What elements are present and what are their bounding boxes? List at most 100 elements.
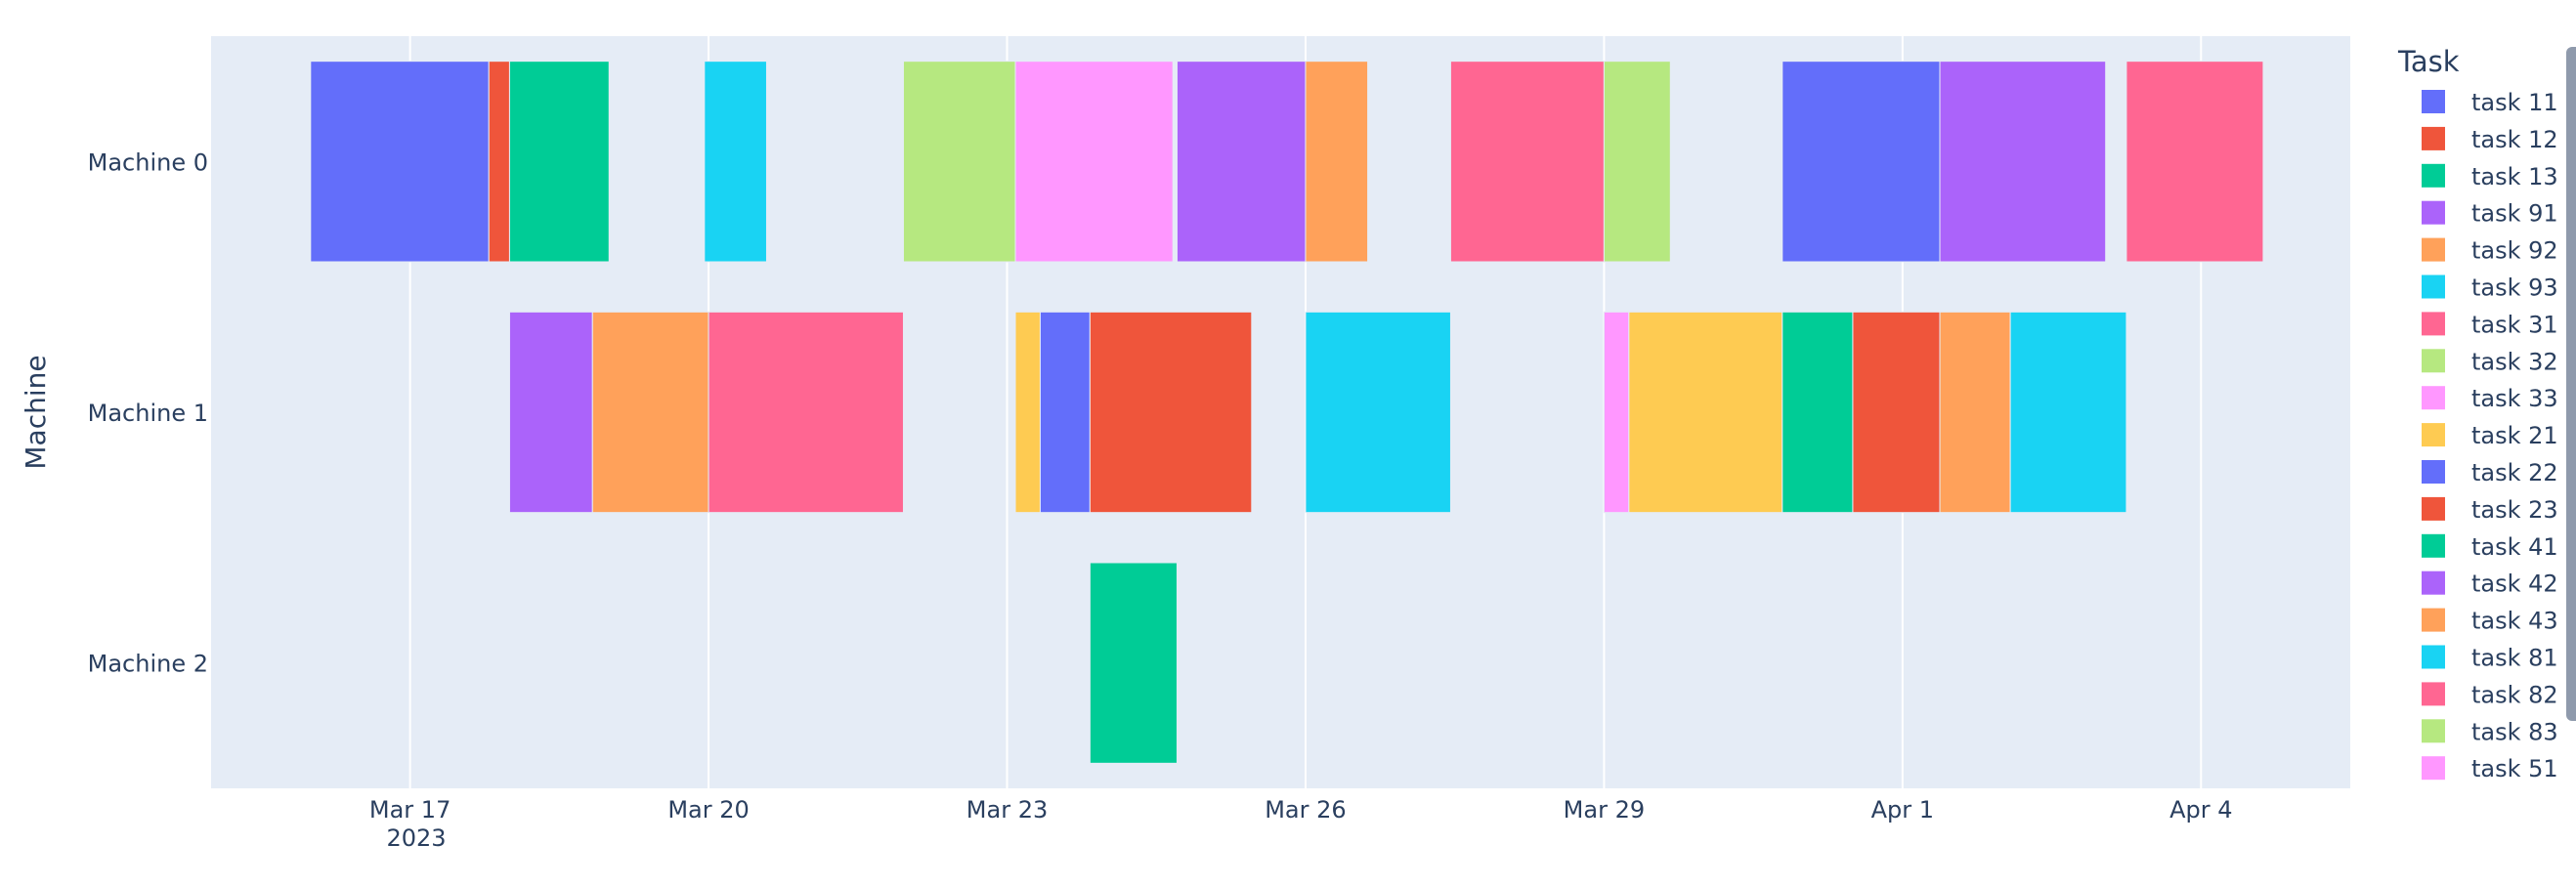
y-tick-label: Machine 1 [88,400,208,427]
bar [1939,311,2011,514]
legend-item[interactable]: task 83 [2422,718,2558,745]
x-tick-label: Mar 20 [667,796,749,824]
x-tick-labels: Mar 17 Mar 20 Mar 23 Mar 26 Mar 29 Apr 1 Apr 4 [369,796,2233,824]
legend-item[interactable]: task 21 [2422,422,2558,449]
legend-label: task 12 [2471,126,2558,153]
legend-swatch [2422,126,2445,150]
legend-label: task 41 [2471,533,2558,561]
bar [2125,61,2264,263]
legend-swatch [2422,533,2445,558]
legend-label: task 91 [2471,200,2558,228]
bar [488,61,510,263]
legend-item[interactable]: task 91 [2422,200,2558,228]
legend-label: task 31 [2471,311,2558,338]
legend-label: task 21 [2471,422,2558,449]
legend-title: Task [2397,45,2460,78]
legend[interactable]: task 11 task 12 task 13 task 91 task 92 task … [2422,89,2558,782]
legend-item[interactable]: task 93 [2422,275,2558,302]
legend-item[interactable]: task 82 [2422,681,2558,708]
bar [1782,61,1941,263]
legend-label: task 82 [2471,681,2558,708]
legend-swatch [2422,460,2445,484]
y-tick-label: Machine 0 [88,148,208,176]
legend-swatch [2422,163,2445,188]
legend-item[interactable]: task 11 [2422,89,2558,116]
legend-label: task 92 [2471,237,2558,265]
legend-swatch [2422,756,2445,781]
bar [591,311,709,514]
bar [508,311,593,514]
legend-swatch [2422,645,2445,669]
legend-swatch [2422,200,2445,225]
bar [1039,311,1091,514]
bar [1089,311,1253,514]
legend-label: task 13 [2471,163,2558,190]
x-tick-label: Apr 1 [1871,796,1934,824]
legend-swatch [2422,423,2445,447]
legend-item[interactable]: task 42 [2422,570,2558,598]
legend-scrollbar[interactable] [2566,47,2576,721]
legend-item[interactable]: task 92 [2422,237,2558,265]
legend-label: task 51 [2471,755,2558,782]
bar [1305,311,1451,514]
bar [508,61,610,263]
legend-swatch [2422,496,2445,521]
bar [1603,61,1671,263]
y-axis-title: Machine [20,355,52,469]
bar [1782,311,1854,514]
bar [1014,311,1041,514]
legend-swatch [2422,570,2445,595]
legend-item[interactable]: task 12 [2422,126,2558,153]
legend-item[interactable]: task 43 [2422,608,2558,635]
bar [1089,562,1178,764]
legend-swatch [2422,608,2445,632]
legend-item[interactable]: task 81 [2422,645,2558,672]
legend-item[interactable]: task 22 [2422,459,2558,486]
legend-item[interactable]: task 51 [2422,755,2558,782]
legend-swatch [2422,275,2445,299]
legend-item[interactable]: task 41 [2422,533,2558,561]
legend-item[interactable]: task 32 [2422,348,2558,375]
bar [1014,61,1174,263]
legend-item[interactable]: task 33 [2422,385,2558,412]
bar [1852,311,1941,514]
legend-label: task 33 [2471,385,2558,412]
legend-label: task 23 [2471,496,2558,524]
x-year-label: 2023 [386,824,446,852]
legend-swatch [2422,719,2445,743]
bar [1305,61,1369,263]
x-tick-label: Mar 29 [1564,796,1645,824]
y-tick-labels: Machine 0 Machine 1 Machine 2 [88,148,208,677]
legend-swatch [2422,349,2445,373]
x-tick-label: Mar 23 [966,796,1048,824]
legend-item[interactable]: task 23 [2422,496,2558,524]
bar [1628,311,1783,514]
x-tick-label: Mar 17 [369,796,451,824]
legend-label: task 32 [2471,348,2558,375]
legend-swatch [2422,237,2445,262]
legend-swatch [2422,312,2445,336]
bars-layer [310,61,2264,764]
legend-swatch [2422,682,2445,706]
legend-label: task 11 [2471,89,2558,116]
legend-swatch [2422,386,2445,410]
x-tick-label: Mar 26 [1265,796,1346,824]
bar [2009,311,2127,514]
legend-swatch [2422,90,2445,113]
legend-label: task 42 [2471,570,2558,598]
legend-label: task 83 [2471,718,2558,745]
bar [708,311,904,514]
bar [310,61,490,263]
x-tick-label: Apr 4 [2169,796,2232,824]
legend-label: task 22 [2471,459,2558,486]
legend-item[interactable]: task 31 [2422,311,2558,338]
legend-item[interactable]: task 13 [2422,163,2558,190]
bar [1176,61,1307,263]
legend-label: task 93 [2471,275,2558,302]
legend-label: task 43 [2471,608,2558,635]
bar [704,61,767,263]
bar [1449,61,1605,263]
legend-label: task 81 [2471,645,2558,672]
bar [1603,311,1630,514]
